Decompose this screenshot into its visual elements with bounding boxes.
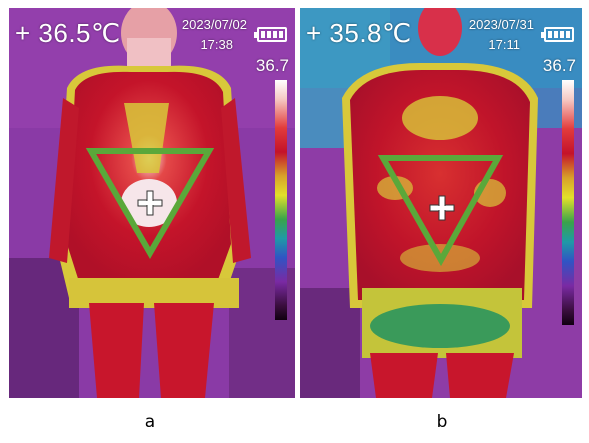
- caption-b: b: [436, 412, 448, 432]
- capture-date: 2023/07/02: [181, 17, 247, 32]
- crosshair-icon: [137, 190, 163, 216]
- caption-a: a: [144, 412, 156, 432]
- battery-icon: [254, 27, 287, 42]
- capture-date: 2023/07/31: [468, 17, 534, 32]
- thermal-image-b: + 35.8℃ 2023/07/31 17:11 36.7: [300, 8, 582, 398]
- spot-temperature: + 36.5℃: [15, 18, 121, 48]
- temperature-colorbar: [275, 80, 287, 320]
- triangle-marker: [85, 148, 215, 259]
- crosshair-icon: [429, 195, 455, 221]
- capture-time: 17:38: [200, 37, 233, 52]
- scale-max-value: 36.7: [542, 56, 576, 75]
- temperature-colorbar: [562, 80, 574, 325]
- thermal-image-a: + 36.5℃ 2023/07/02 17:38 36.7: [9, 8, 295, 398]
- thermal-scene-a: [9, 8, 295, 398]
- spot-temperature: + 35.8℃: [306, 18, 412, 48]
- battery-icon: [541, 27, 574, 42]
- triangle-marker: [377, 155, 504, 267]
- scale-max-value: 36.7: [255, 56, 289, 75]
- thermal-scene-b: [300, 8, 582, 398]
- capture-time: 17:11: [488, 37, 520, 52]
